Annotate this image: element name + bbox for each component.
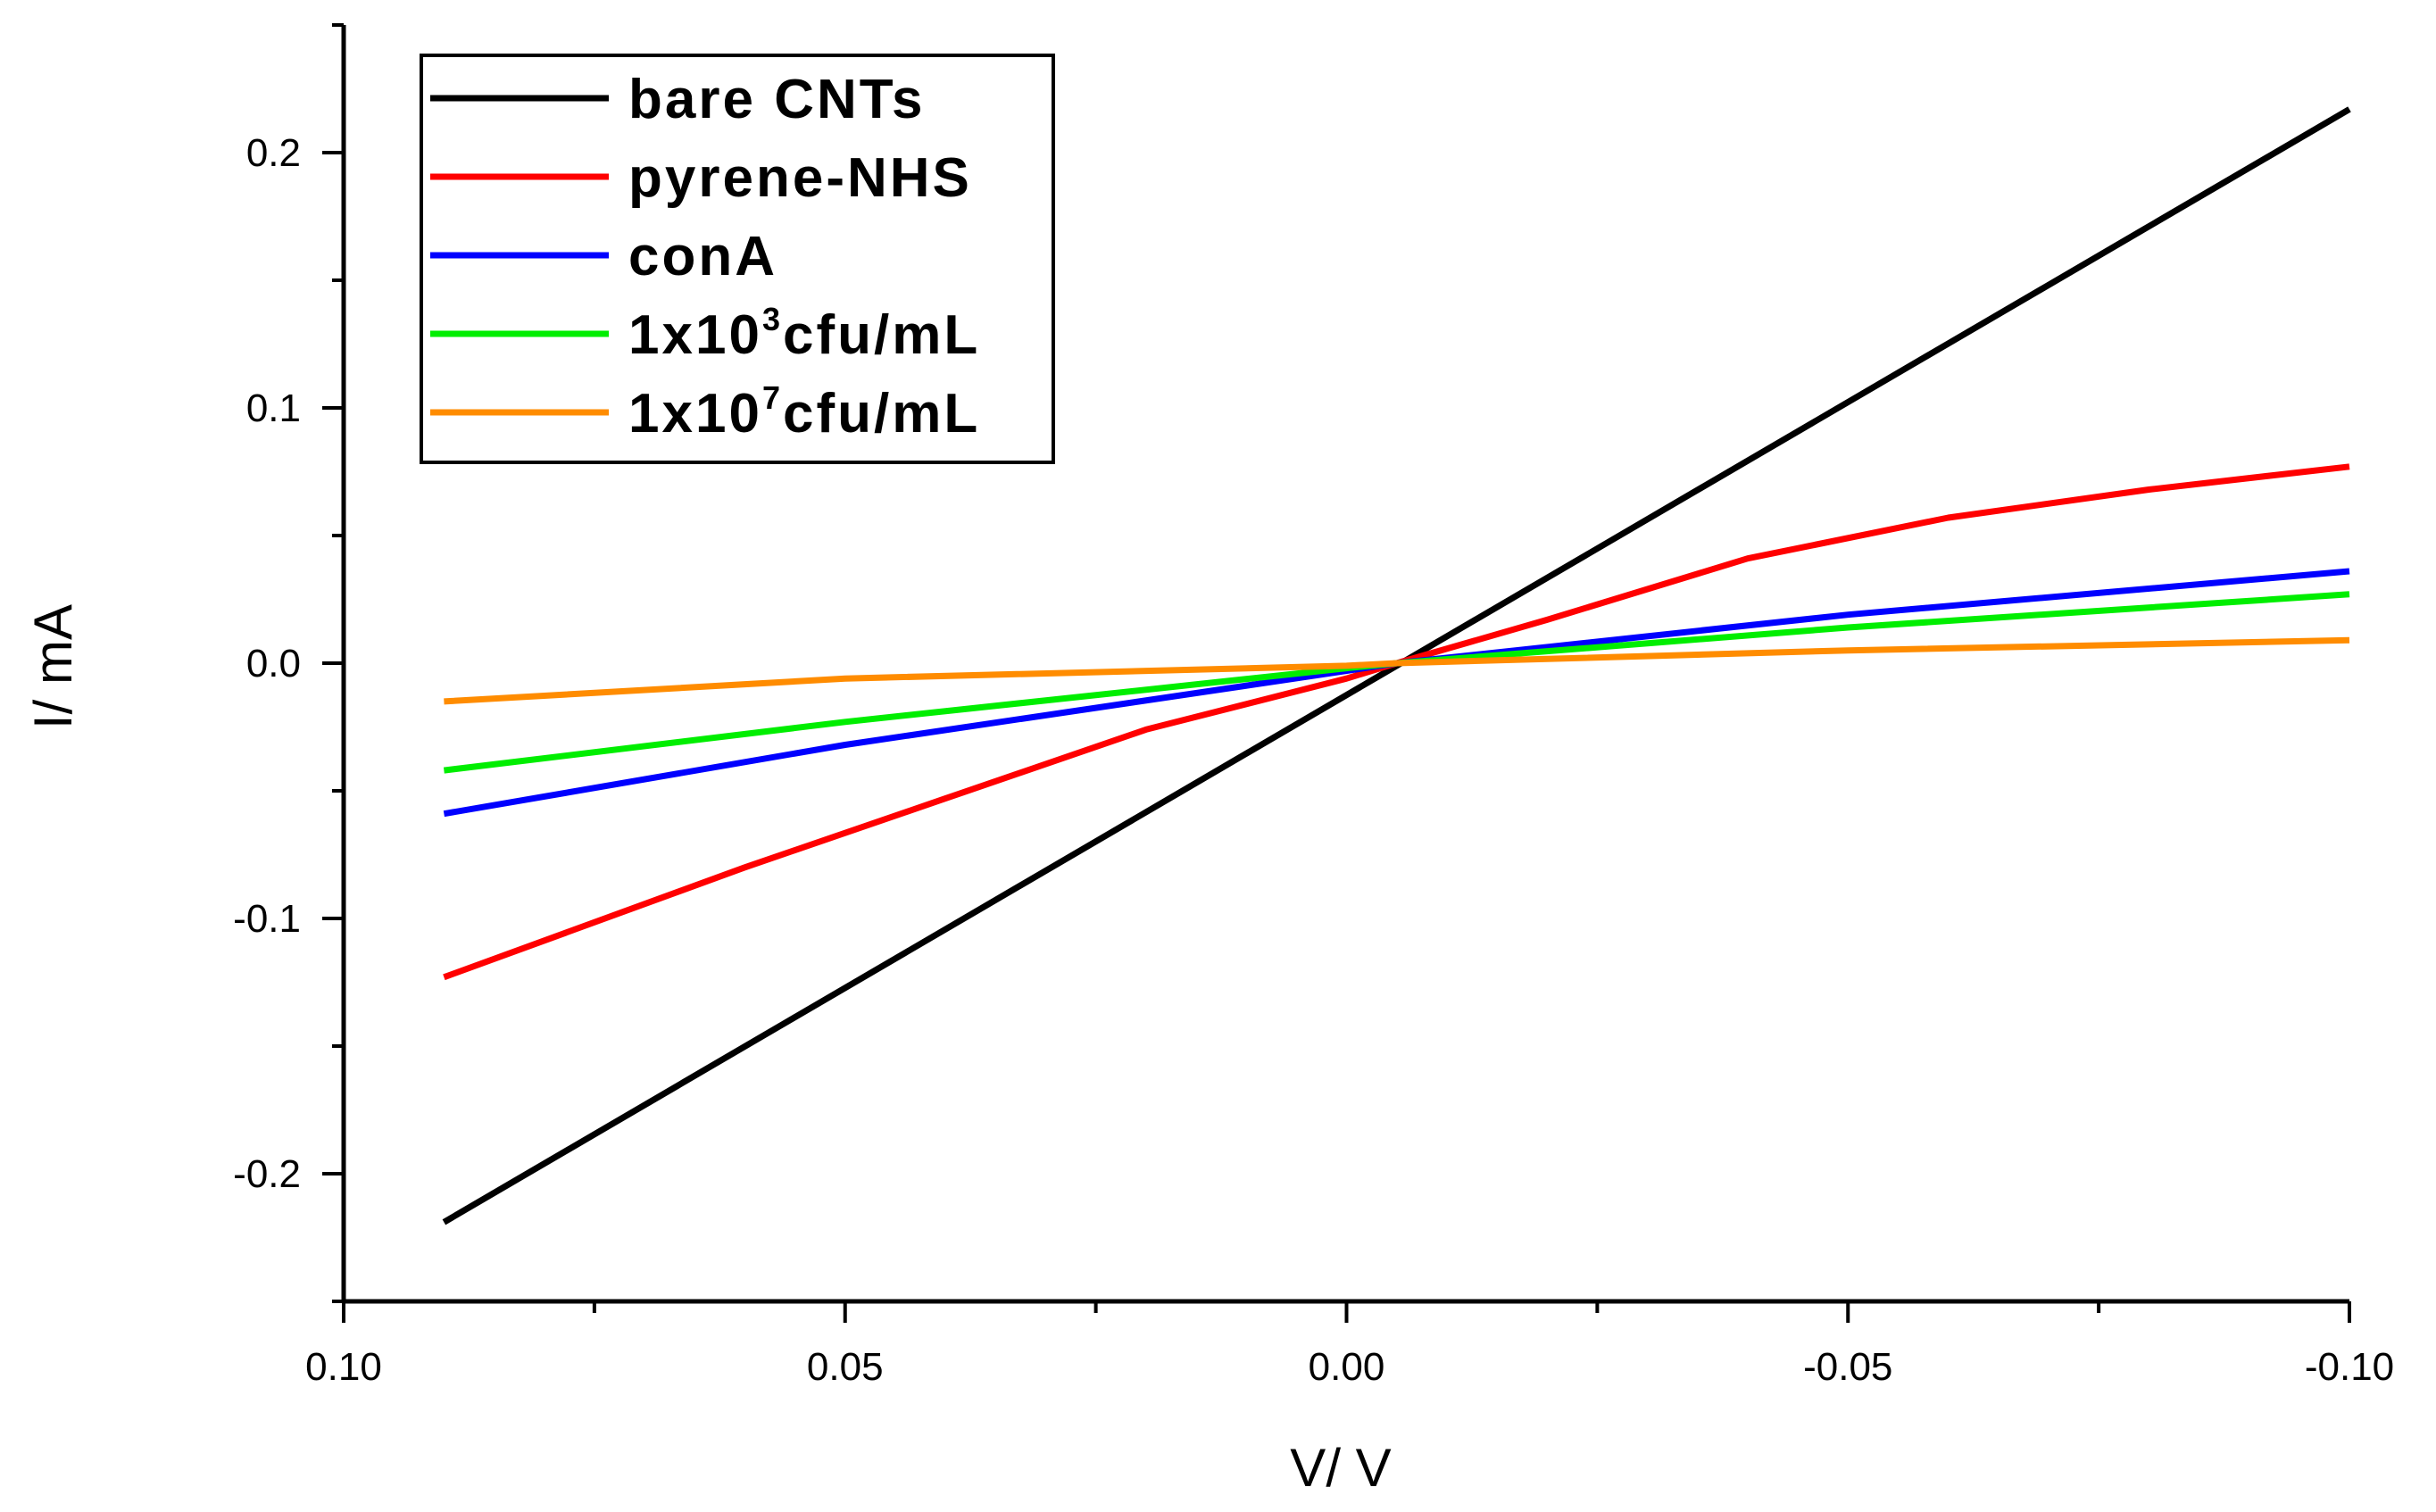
x-tick-label: 0.05: [807, 1345, 884, 1389]
legend-label-2: conA: [628, 226, 777, 287]
y-tick-label: 0.0: [246, 642, 301, 685]
legend-box: [420, 54, 1055, 464]
legend-label-3: 1x103cfu/mL: [628, 301, 980, 366]
x-tick-label: 0.10: [305, 1345, 382, 1389]
y-tick-label: 0.2: [246, 131, 301, 175]
x-tick-label: -0.10: [2305, 1345, 2394, 1389]
ticks: 0.10 0.05 0.00 -0.05 -0.10 -0.2 -0.1 0.0 0.1 0.2: [233, 23, 2394, 1389]
x-tick-label: 0.00: [1309, 1345, 1385, 1389]
legend-label-0: bare CNTs: [628, 69, 926, 130]
x-tick-label: -0.05: [1803, 1345, 1892, 1389]
legend-label-1: pyrene-NHS: [628, 147, 972, 209]
y-axis-title: I/ mA: [23, 604, 83, 729]
legend: bare CNTs pyrene-NHS conA 1x103cfu/mL 1x107c…: [420, 54, 1055, 464]
x-axis-title: V/ V: [1290, 1438, 1391, 1498]
series-line-4: [444, 636, 2350, 705]
legend-label-4: 1x107cfu/mL: [628, 379, 980, 444]
plot-lines: [442, 106, 2351, 1225]
series-line-2: [443, 568, 2350, 818]
series-line-1: [443, 463, 2350, 981]
y-tick-label: -0.2: [233, 1152, 301, 1196]
y-tick-label: 0.1: [246, 386, 301, 430]
y-tick-label: -0.1: [233, 897, 301, 941]
